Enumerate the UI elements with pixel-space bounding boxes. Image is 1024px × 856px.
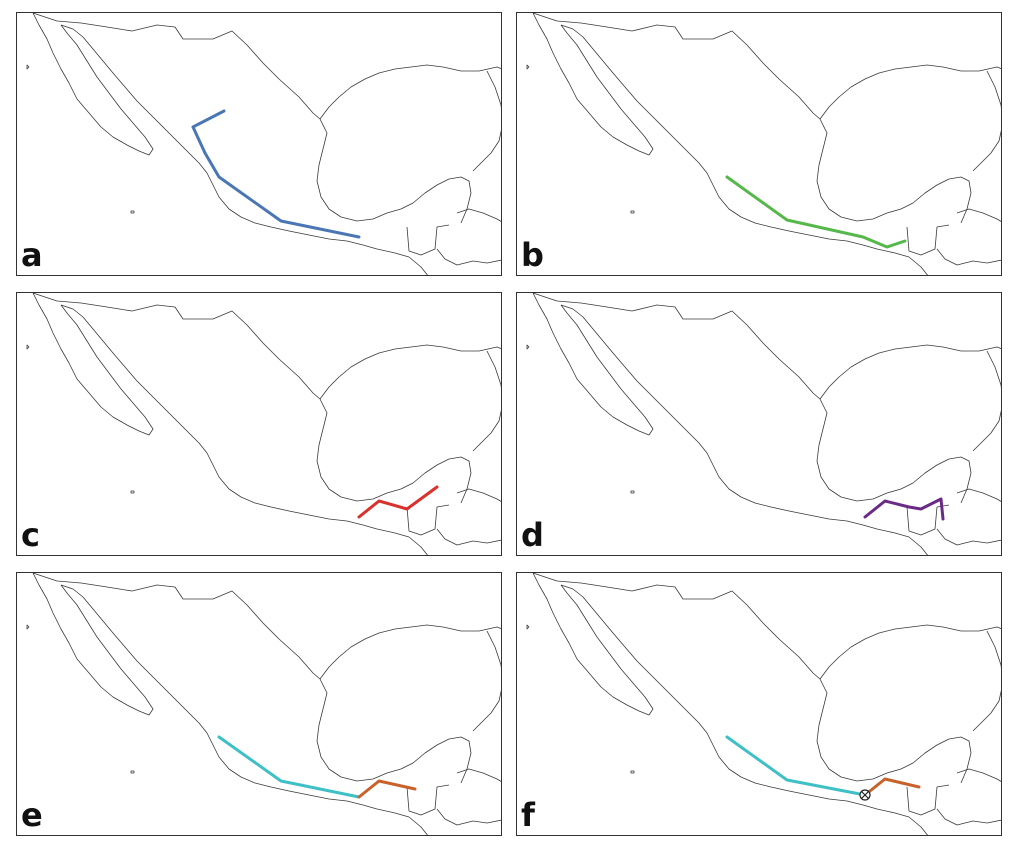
map-panel-f: f xyxy=(516,572,1002,836)
map-e xyxy=(17,573,502,836)
map-panel-a: a xyxy=(16,12,502,276)
route-line-f-orange xyxy=(865,779,919,795)
route-line-e-orange xyxy=(359,781,415,797)
map-panel-c: c xyxy=(16,292,502,556)
coastline xyxy=(527,573,1002,836)
map-a xyxy=(17,13,502,276)
panel-label-f: f xyxy=(521,799,535,831)
crossed-circle-icon xyxy=(860,790,870,800)
coastline xyxy=(27,573,502,836)
coastline xyxy=(527,293,1002,556)
panel-label-b: b xyxy=(521,239,544,271)
map-f xyxy=(517,573,1002,836)
map-panel-e: e xyxy=(16,572,502,836)
coastline xyxy=(27,13,502,276)
map-d xyxy=(517,293,1002,556)
map-b xyxy=(517,13,1002,276)
panel-label-c: c xyxy=(21,519,40,551)
panel-label-a: a xyxy=(21,239,43,271)
map-c xyxy=(17,293,502,556)
coastline xyxy=(527,13,1002,276)
map-panel-d: d xyxy=(516,292,1002,556)
route-line-f-cyan xyxy=(727,737,865,795)
route-line-e-cyan xyxy=(219,737,359,797)
coastline xyxy=(27,293,502,556)
map-panel-b: b xyxy=(516,12,1002,276)
route-line-d xyxy=(865,499,943,519)
route-line-c xyxy=(359,487,437,517)
panel-label-d: d xyxy=(521,519,544,551)
panel-label-e: e xyxy=(21,799,43,831)
route-line-a xyxy=(193,111,359,237)
